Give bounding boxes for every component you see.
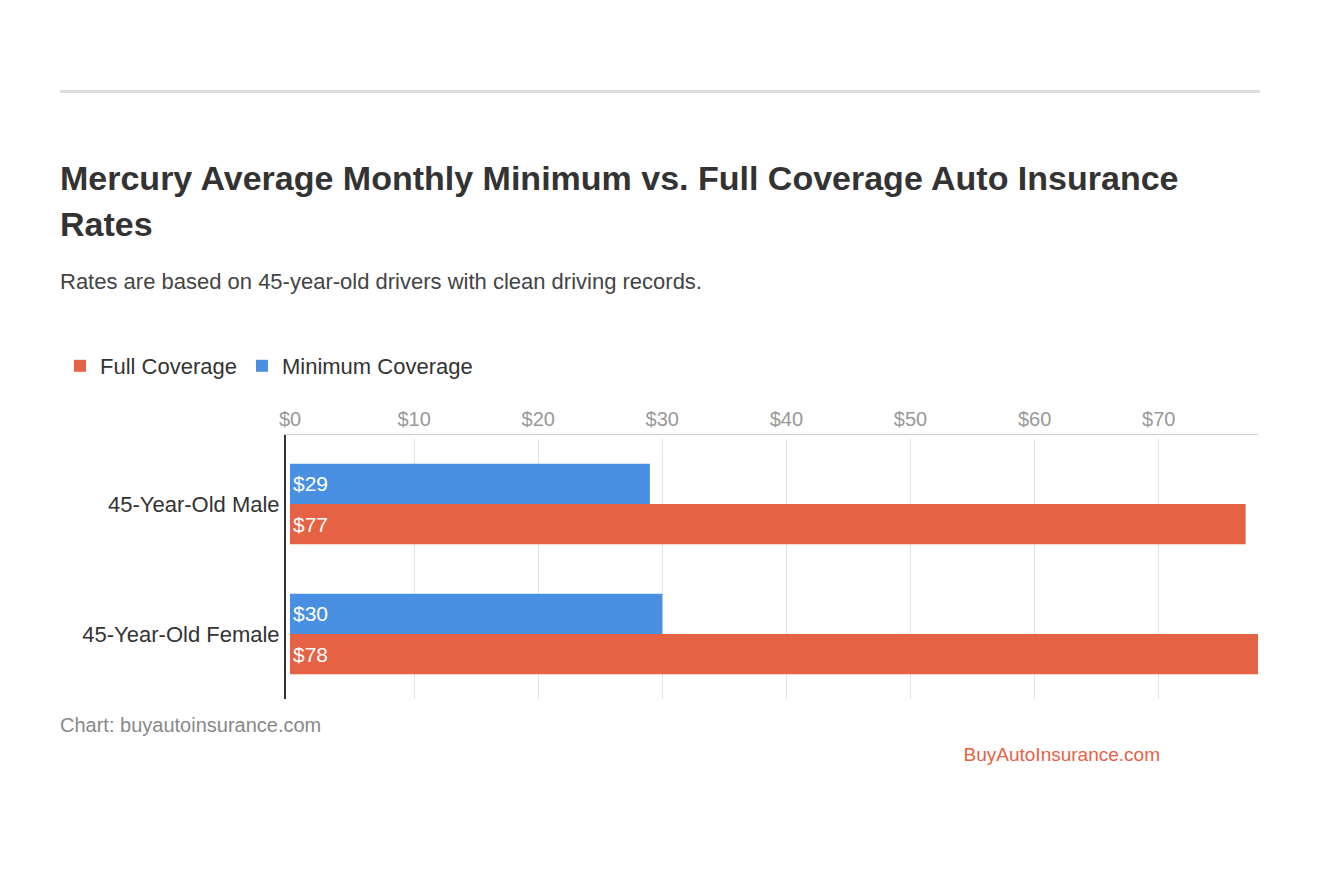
svg-text:$29: $29: [293, 472, 328, 495]
svg-text:Full Coverage: Full Coverage: [100, 354, 237, 379]
svg-text:$20: $20: [522, 408, 555, 430]
svg-text:$77: $77: [293, 513, 328, 536]
svg-text:Minimum Coverage: Minimum Coverage: [282, 354, 473, 379]
svg-text:$50: $50: [894, 408, 927, 430]
svg-text:$10: $10: [397, 408, 430, 430]
svg-text:$70: $70: [1142, 408, 1175, 430]
svg-text:$60: $60: [1018, 408, 1051, 430]
svg-text:45-Year-Old Male: 45-Year-Old Male: [108, 492, 280, 517]
html-text:Mercury Average Monthly Minimu: Mercury Average Monthly Minimum vs. Full…: [60, 159, 1179, 243]
svg-text:$40: $40: [770, 408, 803, 430]
html-text:Rates are based on 45-year-old: Rates are based on 45-year-old drivers w…: [60, 269, 702, 294]
svg-text:$78: $78: [293, 643, 328, 666]
html-text:Chart: buyautoinsurance.com: Chart: buyautoinsurance.com: [60, 714, 322, 736]
svg-text:45-Year-Old Female: 45-Year-Old Female: [82, 622, 279, 647]
svg-text:$30: $30: [646, 408, 679, 430]
svg-text:$30: $30: [293, 602, 328, 625]
html-text:BuyAutoInsurance.com: BuyAutoInsurance.com: [963, 744, 1160, 765]
svg-text:$0: $0: [279, 408, 301, 430]
